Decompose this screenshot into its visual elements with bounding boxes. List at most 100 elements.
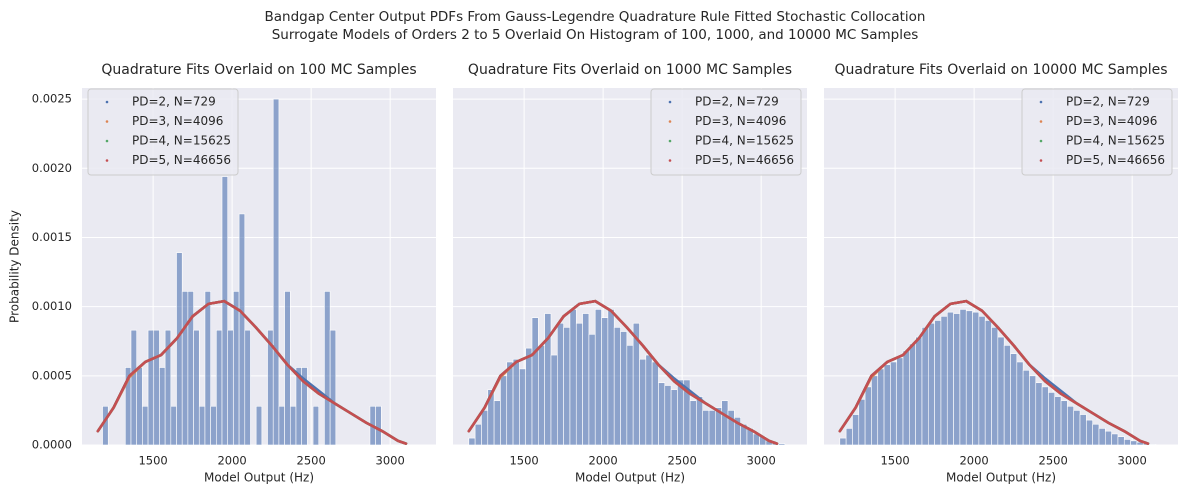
- legend-label: PD=4, N=15625: [695, 134, 794, 148]
- histogram-bar: [193, 329, 200, 446]
- legend-marker: [1039, 159, 1043, 162]
- x-tick-label: 2500: [297, 454, 326, 468]
- histogram-bar: [721, 400, 729, 446]
- histogram-bar: [1105, 430, 1112, 446]
- histogram-bar: [839, 437, 847, 446]
- histogram-bar: [1073, 410, 1081, 446]
- histogram-bar: [1111, 433, 1119, 446]
- x-tick-label: 3000: [1118, 454, 1147, 468]
- histogram-bar: [181, 291, 189, 446]
- x-tick-label: 1500: [509, 454, 538, 468]
- histogram-bar: [727, 410, 735, 446]
- histogram-bar: [233, 291, 240, 446]
- histogram-bar: [620, 331, 628, 446]
- histogram-bar: [1010, 353, 1018, 446]
- histogram-bar: [474, 423, 482, 446]
- histogram-bar: [845, 428, 853, 446]
- histogram-bar: [216, 329, 223, 446]
- x-tick-label: 2500: [1039, 454, 1068, 468]
- histogram-bar: [902, 350, 910, 446]
- histogram-bar: [852, 414, 860, 446]
- x-tick-label: 2000: [959, 454, 988, 468]
- histogram-bar: [159, 367, 166, 446]
- legend-marker: [668, 100, 672, 104]
- histogram-bar: [538, 345, 545, 446]
- x-axis-label: Model Output (Hz): [946, 471, 1056, 485]
- density-curve: [96, 299, 408, 445]
- legend-marker: [105, 159, 109, 162]
- histogram-bar: [147, 329, 155, 446]
- histogram-bar: [915, 336, 923, 446]
- histogram-bar: [946, 311, 954, 446]
- histogram-bar: [136, 367, 143, 446]
- histogram-bar: [255, 405, 263, 446]
- histogram-bar: [778, 443, 786, 446]
- histogram-bar: [871, 375, 879, 446]
- histogram-bar: [890, 361, 897, 446]
- histogram-bar: [978, 316, 986, 446]
- histogram-bar: [626, 345, 634, 446]
- histogram-bar: [997, 336, 1005, 446]
- histogram-bar: [563, 327, 571, 446]
- y-tick-label: 0.0000: [32, 438, 72, 452]
- histogram-bar: [1060, 400, 1068, 446]
- histogram-bar: [934, 320, 942, 446]
- histogram-bar: [1079, 414, 1087, 446]
- histogram-bar: [921, 327, 929, 446]
- histogram-bar: [972, 311, 980, 446]
- histogram-bar: [645, 354, 653, 446]
- histogram-bar: [909, 343, 916, 446]
- x-tick-label: 2000: [217, 454, 246, 468]
- histogram-bar: [102, 405, 109, 446]
- legend-label: PD=3, N=4096: [695, 114, 786, 128]
- histogram-bar: [1003, 345, 1011, 446]
- histogram-bar: [1029, 375, 1037, 446]
- legend-label: PD=5, N=46656: [1066, 153, 1165, 167]
- histogram-bar: [550, 354, 558, 446]
- histogram-bar: [1086, 419, 1093, 446]
- histogram-bar: [877, 368, 885, 446]
- histogram-bar: [204, 291, 211, 446]
- histogram-bar: [1067, 405, 1074, 446]
- legend-marker: [105, 139, 109, 143]
- histogram-bar: [928, 322, 935, 446]
- figure-title: Surrogate Models of Orders 2 to 5 Overla…: [272, 27, 919, 43]
- legend-marker: [668, 159, 672, 162]
- legend-label: PD=4, N=15625: [1066, 134, 1165, 148]
- histogram-bar: [1035, 382, 1043, 446]
- subplot-title: Quadrature Fits Overlaid on 100 MC Sampl…: [101, 62, 416, 78]
- y-tick-label: 0.0020: [32, 161, 72, 175]
- histogram-bar: [176, 252, 183, 446]
- histogram-bar: [244, 329, 251, 446]
- histogram-bar: [708, 410, 716, 446]
- histogram-bar: [896, 357, 904, 446]
- histogram-bar: [883, 364, 891, 446]
- histogram-bar: [582, 313, 590, 446]
- histogram-bar: [658, 382, 666, 446]
- legend-box: [650, 88, 802, 176]
- histogram-bar: [1149, 444, 1157, 446]
- histogram-bar: [613, 327, 621, 446]
- histogram-bar: [696, 396, 703, 446]
- histogram-bar: [170, 405, 177, 446]
- legend-marker: [668, 139, 672, 143]
- histogram-bar: [991, 327, 999, 446]
- histogram-bar: [272, 98, 280, 446]
- histogram-bar: [198, 405, 206, 446]
- histogram-bar: [601, 317, 609, 446]
- x-axis-label: Model Output (Hz): [575, 471, 685, 485]
- histogram-bar: [468, 437, 476, 446]
- histogram-bar: [301, 367, 308, 446]
- x-tick-label: 1500: [138, 454, 167, 468]
- histogram-bar: [278, 405, 285, 446]
- y-tick-label: 0.0010: [32, 299, 72, 313]
- histogram-bar: [965, 310, 973, 446]
- x-tick-label: 2500: [668, 454, 697, 468]
- histogram-bar: [221, 176, 229, 446]
- legend-marker: [668, 120, 672, 123]
- y-tick-label: 0.0025: [32, 92, 72, 106]
- histogram-bar: [238, 213, 246, 446]
- histogram-bar: [1123, 439, 1131, 446]
- histogram-bar: [329, 329, 337, 446]
